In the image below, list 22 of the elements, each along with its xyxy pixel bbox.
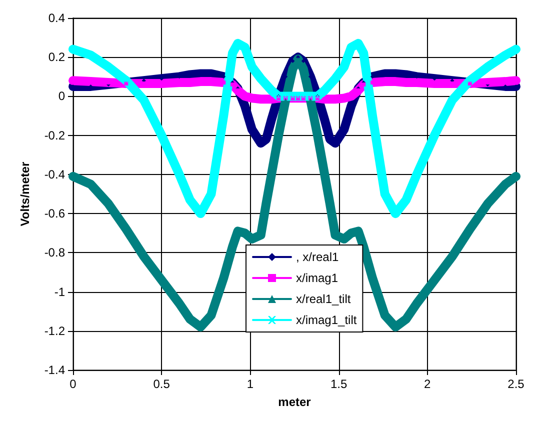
legend-label: x/real1_tilt xyxy=(296,292,352,306)
y-tick-label: -0.4 xyxy=(44,167,66,182)
x-axis-title: meter xyxy=(278,395,312,409)
y-axis-title: Volts/meter xyxy=(18,161,32,226)
legend-label: x/imag1_tilt xyxy=(296,313,358,327)
x-tick-label: 0 xyxy=(70,377,77,391)
legend-label: , x/real1 xyxy=(296,250,340,264)
y-tick-label: -0.2 xyxy=(44,128,66,142)
x-tick-label: 1 xyxy=(246,377,254,391)
x-tick-label: 0.5 xyxy=(153,377,170,391)
y-tick-label: -0.8 xyxy=(44,246,66,260)
y-tick-label: -1.2 xyxy=(44,324,66,338)
y-tick-label: 0.4 xyxy=(48,11,66,25)
y-tick-label: 0 xyxy=(58,89,66,104)
y-tick-label: -0.6 xyxy=(44,206,66,221)
y-tick-label: -1.4 xyxy=(44,363,66,377)
x-tick-label: 1.5 xyxy=(330,377,348,391)
y-tick-label: 0.2 xyxy=(48,50,66,64)
y-tick-label: -1 xyxy=(54,284,66,299)
x-tick-label: 2 xyxy=(424,377,432,391)
x-tick-label: 2.5 xyxy=(508,377,525,391)
legend-label: x/imag1 xyxy=(296,271,338,285)
